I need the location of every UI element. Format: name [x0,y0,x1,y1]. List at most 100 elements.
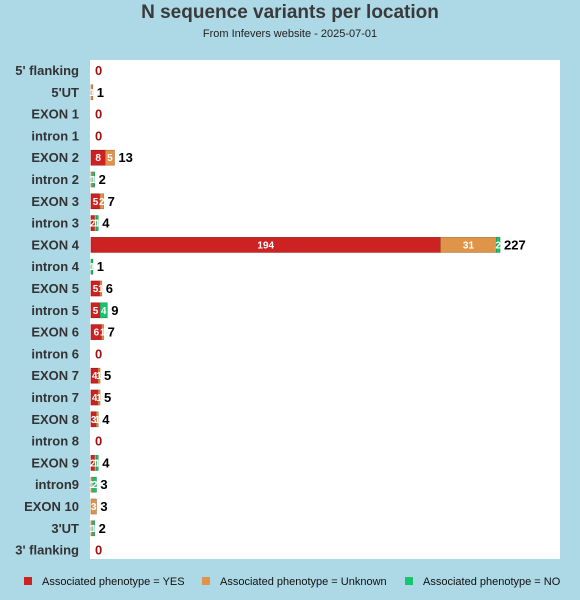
bar-segment [92,171,95,188]
category-label: EXON 5 [31,281,79,296]
legend-swatch [405,577,413,585]
segment-value-label: 1 [93,219,99,230]
bar-segment [90,258,94,275]
total-value-label: 1 [97,85,104,100]
segment-value-label: 2 [90,458,96,469]
plot-area [90,60,560,559]
total-value-label: 0 [95,128,102,143]
segment-value-label: 8 [95,153,101,164]
segment-value-label: 1 [96,371,102,382]
category-label: 3' flanking [15,543,79,558]
total-value-label: 0 [95,346,102,361]
total-value-label: 3 [100,477,107,492]
bar-segment [99,302,108,319]
total-value-label: 3 [100,499,107,514]
segment-value-label: 1 [91,524,97,535]
category-label: EXON 6 [31,325,79,340]
category-label: intron 5 [31,303,79,318]
total-value-label: 7 [108,325,115,340]
bar-segment [96,215,99,231]
legend-swatch [24,577,32,585]
segment-value-label: 1 [89,175,95,186]
total-value-label: 9 [111,303,118,318]
segment-value-label: 1 [95,458,101,469]
total-value-label: 227 [504,237,526,252]
total-value-label: 0 [95,434,102,449]
segment-value-label: 1 [100,328,106,339]
total-value-label: 0 [95,107,102,122]
total-value-label: 5 [104,390,111,405]
legend-label: Associated phenotype = Unknown [220,576,387,588]
segment-value-label: 2 [90,219,96,230]
total-value-label: 4 [102,455,110,470]
total-value-label: 2 [99,172,106,187]
total-value-label: 0 [95,543,102,558]
segment-value-label: 1 [96,393,102,404]
category-label: intron 6 [31,346,79,361]
bar-segment [105,149,115,166]
segment-value-label: 4 [101,306,107,317]
total-value-label: 7 [108,194,115,209]
segment-value-label: 1 [91,175,97,186]
segment-value-label: 2 [99,197,105,208]
bar-segment [99,280,103,297]
segment-value-label: 4 [92,371,98,382]
bar-segment [101,324,104,340]
segment-value-label: 3 [91,415,97,426]
category-label: intron 1 [31,128,79,143]
category-label: 3'UT [51,521,79,536]
bar-segment [92,520,95,537]
segment-value-label: 194 [257,240,274,251]
segment-value-label: 1 [95,219,101,230]
segment-value-label: 1 [95,415,101,426]
legend-label: Associated phenotype = NO [423,576,561,588]
category-label: intron9 [35,477,79,492]
bar-segment [92,476,97,493]
segment-value-label: 1 [93,458,99,469]
total-value-label: 4 [102,216,110,231]
category-label: EXON 3 [31,194,79,209]
total-value-label: 13 [118,150,132,165]
category-labels: 5' flanking 5'UT EXON 1 intron 1 EXON 2 intro… [15,63,80,558]
total-value-label: 2 [99,521,106,536]
segment-value-label: 1 [89,480,95,491]
bar-segment [97,389,101,406]
legend-label: Associated phenotype = YES [42,576,185,588]
category-label: EXON 7 [31,368,79,383]
legend-swatch [202,577,210,585]
total-value-label: 1 [97,259,104,274]
category-label: intron 7 [31,390,79,405]
bar-segment [90,498,97,515]
bar-segment [99,193,104,210]
category-label: EXON 8 [31,412,79,427]
segment-value-label: 1 [89,88,95,99]
category-label: 5'UT [51,85,79,100]
segment-value-label: 5 [93,306,99,317]
category-label: intron 2 [31,172,79,187]
segment-value-label: 5 [107,153,113,164]
segment-value-label: 1 [98,284,104,295]
chart-title: N sequence variants per location [141,2,439,23]
segment-value-label: 1 [89,262,95,273]
category-label: EXON 1 [31,107,79,122]
category-label: EXON 9 [31,455,79,470]
segment-value-label: 2 [495,240,501,251]
chart-subtitle: From Infevers website - 2025-07-01 [202,28,378,40]
segment-value-label: 5 [93,197,99,208]
total-value-label: 5 [104,368,111,383]
bar-segment [496,237,501,253]
segment-value-label: 31 [463,240,475,251]
bar-segment [96,411,99,428]
bar-segment [97,367,101,384]
segment-value-label: 2 [92,480,98,491]
category-label: EXON 4 [31,237,79,252]
bar-segment [90,84,94,101]
segment-value-label: 4 [92,393,98,404]
segment-value-label: 5 [93,284,99,295]
segment-value-label: 3 [91,502,97,513]
category-label: intron 8 [31,434,79,449]
bar-segment [96,455,99,471]
segment-value-label: 1 [89,524,95,535]
